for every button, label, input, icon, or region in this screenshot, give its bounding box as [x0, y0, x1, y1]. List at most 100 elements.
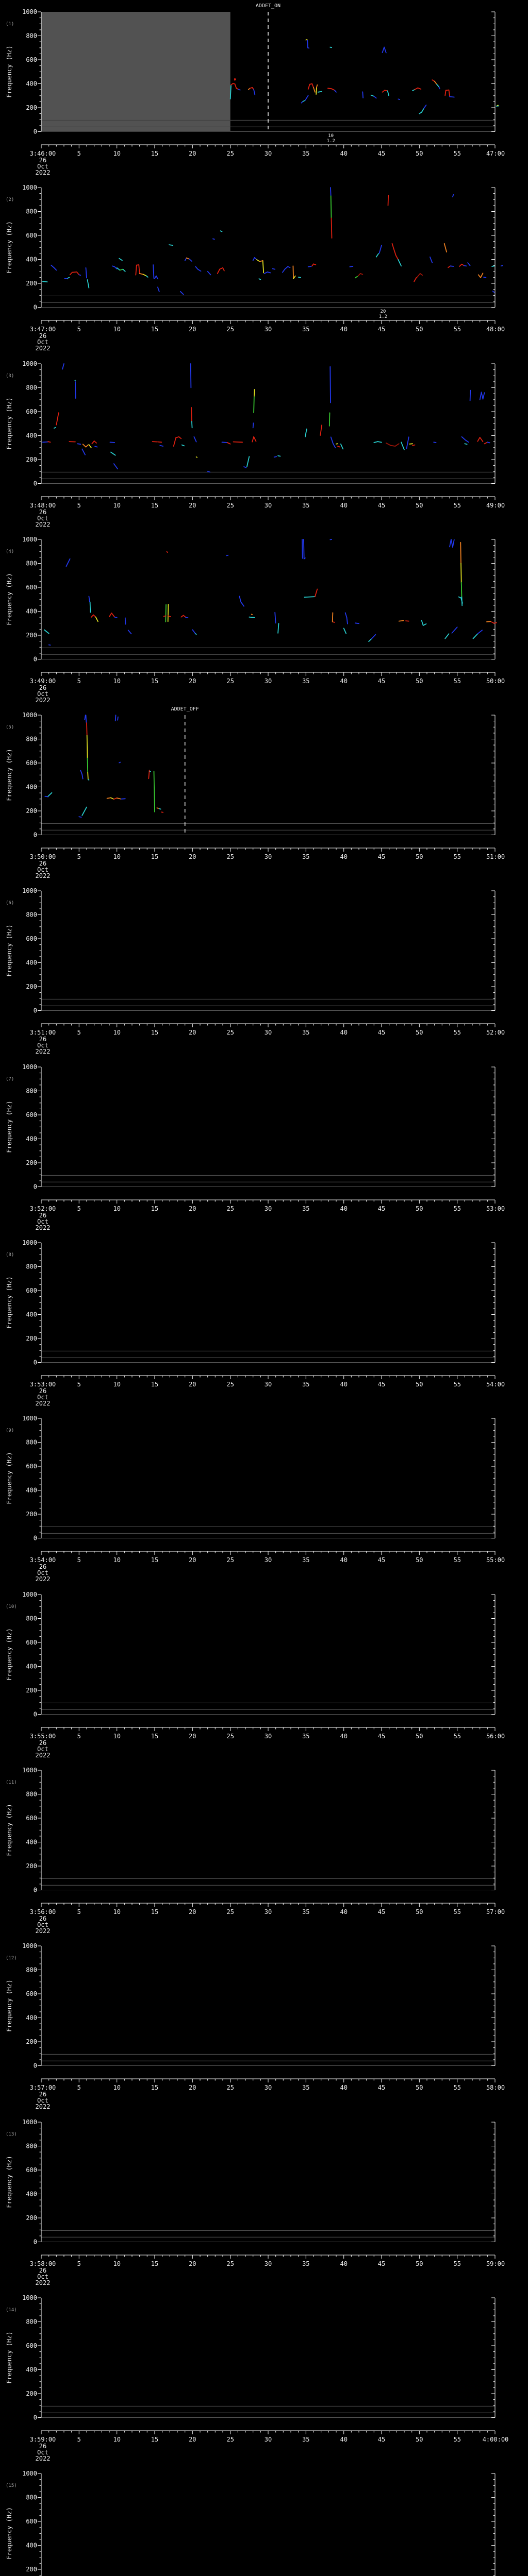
- contour-segment: [62, 363, 64, 369]
- contour-segment: [354, 276, 358, 279]
- x-tick-label: 55: [453, 853, 460, 860]
- contour-segment: [390, 445, 396, 447]
- date-line: Oct: [37, 1569, 48, 1577]
- contour-segment: [122, 268, 126, 272]
- panel-7: 0 200 400 600 800 1000 Frequency (Hz) (7) 5 10 15 2…: [6, 1063, 505, 1231]
- contour-segment: [401, 441, 405, 450]
- note-line: 1.2: [379, 314, 387, 319]
- date-line: 26: [39, 332, 46, 340]
- contour-segment: [54, 267, 57, 271]
- y-tick-label: 600: [26, 408, 37, 415]
- contour-segment: [460, 582, 463, 598]
- y-tick-label: 400: [26, 1311, 37, 1318]
- date-line: 26: [39, 2267, 46, 2274]
- panel-number: (6): [6, 901, 14, 906]
- contour-segment: [378, 245, 382, 254]
- contour-segment: [183, 615, 187, 618]
- date-line: Oct: [37, 866, 48, 873]
- x-start-time-label: 3:58:00: [30, 2260, 56, 2267]
- x-tick-label: 15: [151, 2436, 158, 2443]
- contour-segment: [110, 797, 114, 800]
- date-line: 26: [39, 2091, 46, 2098]
- contour-segment: [72, 272, 77, 273]
- x-start-time-label: 3:54:00: [30, 1556, 56, 1564]
- x-tick-label: 35: [302, 1733, 309, 1740]
- x-tick-label: 15: [151, 853, 158, 860]
- x-tick-label: 30: [265, 326, 272, 333]
- contour-segment: [484, 441, 488, 444]
- contour-segment: [181, 444, 185, 446]
- contour-segment: [277, 455, 281, 456]
- y-tick-label: 1000: [22, 536, 37, 543]
- y-tick-label: 600: [26, 2166, 37, 2174]
- x-tick-label: 30: [265, 2084, 272, 2091]
- y-tick-label: 600: [26, 1287, 37, 1294]
- x-tick-label: 30: [265, 2260, 272, 2267]
- y-tick-label: 0: [34, 304, 37, 311]
- y-tick-label: 800: [26, 736, 37, 743]
- contour-segment: [69, 272, 73, 276]
- date-line: 2022: [36, 1224, 51, 1231]
- contour-segment: [145, 275, 148, 278]
- x-tick-label: 45: [378, 1556, 385, 1564]
- contour-segment: [483, 277, 487, 278]
- x-tick-label: 40: [340, 1381, 347, 1388]
- contour-segment: [253, 89, 256, 95]
- x-tick-label: 10: [113, 1205, 120, 1212]
- contour-segment: [472, 633, 478, 639]
- x-tick-label: 30: [265, 1381, 272, 1388]
- contour-segment: [382, 46, 385, 53]
- x-tick-label: 10: [113, 1556, 120, 1564]
- x-tick-label: 5: [77, 1381, 81, 1388]
- contour-segment: [191, 406, 192, 422]
- date-line: 2022: [36, 872, 51, 879]
- contour-segment: [460, 541, 461, 564]
- contour-segment: [106, 797, 111, 799]
- y-tick-label: 600: [26, 1639, 37, 1646]
- contour-segment: [479, 391, 482, 400]
- date-line: 26: [39, 2443, 46, 2450]
- y-tick-label: 800: [26, 2318, 37, 2325]
- contour-segment: [253, 388, 255, 397]
- contour-segment: [414, 277, 417, 282]
- x-tick-label: 40: [340, 502, 347, 509]
- x-tick-label: 35: [302, 1908, 309, 1916]
- date-line: 2022: [36, 1048, 51, 1055]
- x-tick-label: 20: [189, 1029, 196, 1036]
- x-start-time-label: 3:55:00: [30, 1733, 56, 1740]
- x-tick-label: 10: [113, 150, 120, 157]
- date-line: 26: [39, 684, 46, 691]
- date-line: 2022: [36, 2279, 51, 2286]
- contour-segment: [143, 274, 147, 277]
- contour-segment: [114, 616, 118, 618]
- y-tick-label: 1000: [22, 1591, 37, 1598]
- x-start-time-label: 3:59:00: [30, 2436, 56, 2443]
- contour-segment: [303, 557, 306, 560]
- x-tick-label: 15: [151, 1029, 158, 1036]
- x-tick-label: 20: [189, 2436, 196, 2443]
- y-tick-label: 400: [26, 2014, 37, 2022]
- x-tick-label: 5: [77, 326, 81, 333]
- contour-segment: [94, 446, 98, 448]
- y-axis-title: Frequency (Hz): [6, 397, 13, 449]
- x-tick-label: 35: [302, 150, 309, 157]
- x-start-time-label: 3:49:00: [30, 677, 56, 685]
- x-tick-label: 15: [151, 2260, 158, 2267]
- y-tick-label: 200: [26, 632, 37, 639]
- x-tick-label: 40: [340, 2436, 347, 2443]
- date-line: 2022: [36, 1752, 51, 1759]
- contour-segment: [229, 84, 232, 99]
- panel-1: 0 200 400 600 800 1000 Frequency (Hz) (1) 5 10 15 2…: [6, 3, 505, 176]
- x-tick-label: 15: [151, 1908, 158, 1916]
- x-tick-label: 20: [189, 2084, 196, 2091]
- date-line: Oct: [37, 690, 48, 698]
- contour-segment: [81, 806, 87, 816]
- x-tick-label: 5: [77, 853, 81, 860]
- contour-segment: [382, 90, 385, 93]
- contour-segment: [398, 620, 404, 622]
- contour-segment: [417, 87, 422, 90]
- date-line: 2022: [36, 521, 51, 528]
- contour-segment: [438, 87, 440, 90]
- contour-segment: [421, 108, 424, 113]
- x-tick-label: 25: [226, 1029, 234, 1036]
